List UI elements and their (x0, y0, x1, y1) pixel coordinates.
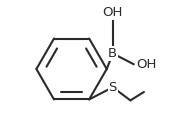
Text: B: B (108, 47, 117, 60)
Text: OH: OH (136, 58, 157, 71)
Text: OH: OH (103, 6, 123, 19)
Text: S: S (109, 81, 117, 94)
